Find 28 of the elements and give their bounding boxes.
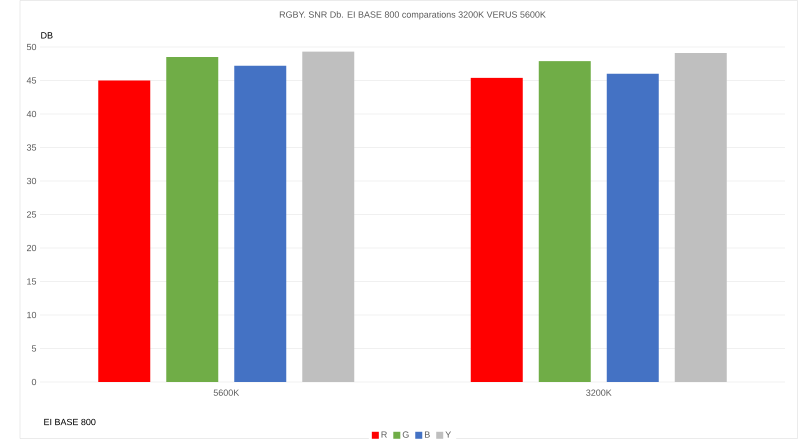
y-tick-label: 15 bbox=[27, 278, 36, 285]
chart-title: RGBY. SNR Db. EI BASE 800 comparations 3200K VERUS 5600K bbox=[280, 11, 546, 20]
y-tick-label: 5 bbox=[32, 345, 36, 352]
x-tick-label: 5600K bbox=[214, 389, 240, 396]
bar bbox=[234, 66, 286, 382]
y-tick-label: 40 bbox=[26, 110, 36, 118]
y-tick-label: 10 bbox=[27, 312, 36, 318]
y-axis-title: DB bbox=[41, 32, 53, 38]
bar bbox=[470, 78, 523, 382]
x-tick-label: 3200K bbox=[586, 389, 612, 396]
y-tick-label: 45 bbox=[26, 77, 36, 84]
legend-label: R bbox=[382, 431, 387, 438]
y-tick-label: 30 bbox=[26, 178, 36, 184]
legend-label: Y bbox=[445, 431, 451, 438]
bar bbox=[98, 80, 150, 382]
bar bbox=[674, 52, 727, 382]
x-axis-title: EI BASE 800 bbox=[44, 418, 96, 426]
legend-label: B bbox=[424, 431, 430, 438]
y-tick-label: 35 bbox=[26, 144, 36, 151]
y-tick-label: 25 bbox=[26, 211, 36, 218]
y-tick-label: 50 bbox=[26, 44, 36, 50]
bar bbox=[538, 61, 591, 382]
bar bbox=[166, 56, 218, 382]
y-tick-label: 20 bbox=[26, 244, 36, 252]
y-tick-label: 0 bbox=[32, 378, 36, 386]
bar bbox=[302, 52, 354, 382]
legend-label: G bbox=[402, 431, 409, 438]
bar bbox=[606, 74, 659, 382]
